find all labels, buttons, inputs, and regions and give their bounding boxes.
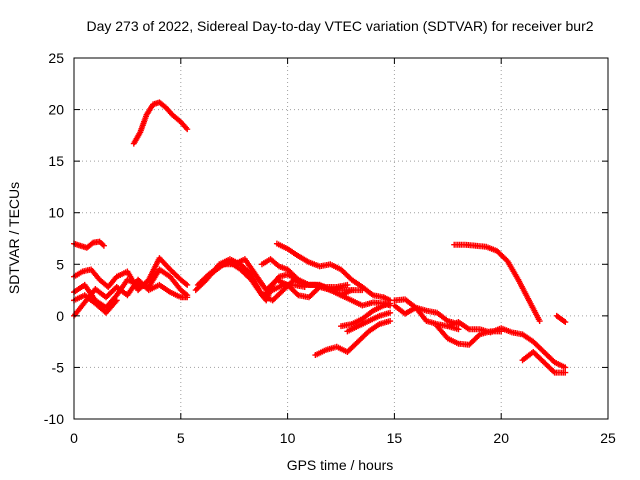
y-tick-label: 10	[48, 205, 64, 221]
series-arc-j	[258, 256, 366, 299]
y-axis-label: SDTVAR / TECUs	[6, 182, 22, 294]
x-tick-label: 15	[387, 430, 403, 446]
series-arc-a	[71, 238, 107, 251]
data-point-markers	[71, 238, 107, 251]
axis-ticks: 0 5 10 15 20 25 -10 -5 0 5 10 15 20 25	[44, 50, 616, 446]
series-arc-q	[451, 241, 543, 325]
data-point-markers	[130, 99, 191, 147]
series-arc-u	[553, 312, 569, 326]
x-tick-label: 20	[493, 430, 509, 446]
data-point-markers	[258, 256, 366, 299]
x-tick-label: 10	[280, 430, 296, 446]
y-tick-label: 25	[48, 50, 64, 66]
data-point-markers	[338, 300, 394, 330]
data-point-markers	[273, 240, 394, 304]
x-tick-label: 25	[600, 430, 616, 446]
data-point-markers	[451, 241, 543, 325]
series-arc-s	[434, 323, 505, 348]
series-arc-high	[130, 99, 191, 147]
x-axis-label: GPS time / hours	[287, 457, 394, 473]
series-arc-p	[391, 302, 462, 333]
y-tick-label: 0	[56, 308, 64, 324]
y-tick-label: 5	[56, 256, 64, 272]
x-tick-label: 5	[177, 430, 185, 446]
series-arc-n	[344, 309, 394, 335]
data-marks	[71, 99, 569, 376]
y-tick-label: 15	[48, 153, 64, 169]
chart-title: Day 273 of 2022, Sidereal Day-to-day VTE…	[86, 18, 593, 34]
series-arc-m	[338, 300, 394, 330]
data-point-markers	[434, 323, 505, 348]
data-point-markers	[553, 312, 569, 326]
series-arc-k	[273, 240, 394, 304]
y-tick-label: 20	[48, 102, 64, 118]
data-point-markers	[312, 318, 394, 359]
x-tick-label: 0	[70, 430, 78, 446]
series-arc-t	[519, 348, 569, 376]
data-point-markers	[344, 309, 394, 335]
series-arc-l	[312, 318, 394, 359]
data-point-markers	[519, 348, 569, 376]
y-tick-label: -10	[44, 411, 64, 427]
y-tick-label: -5	[52, 359, 65, 375]
data-point-markers	[391, 302, 462, 333]
plot-frame	[73, 57, 609, 420]
grid-lines	[74, 58, 608, 419]
